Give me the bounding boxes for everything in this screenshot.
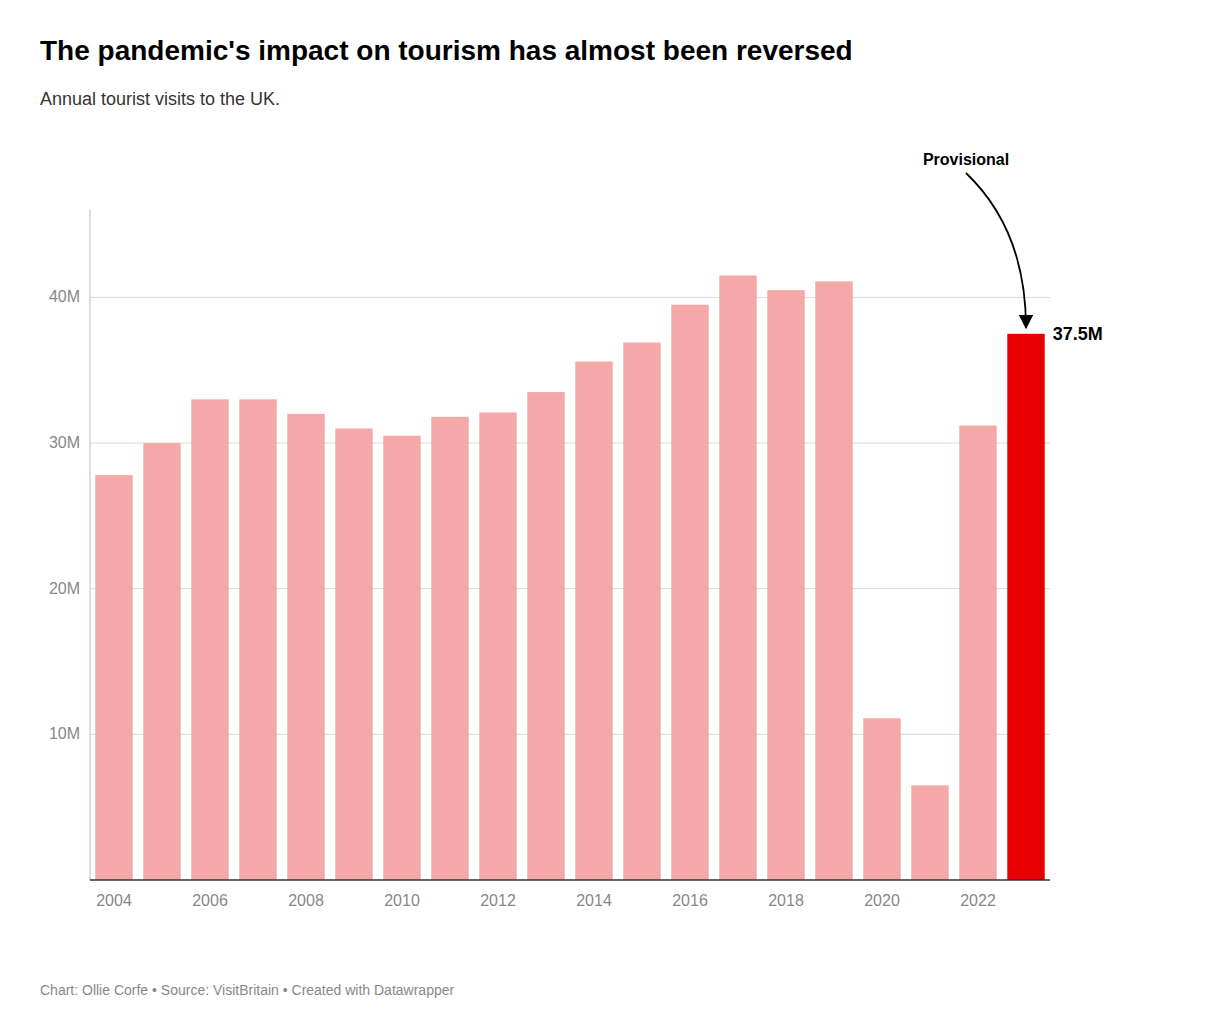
grid-line	[90, 734, 1050, 735]
x-tick-label: 2010	[384, 892, 420, 909]
bar	[143, 443, 180, 880]
bar	[911, 785, 948, 880]
value-annotation: 37.5M	[1053, 324, 1103, 344]
y-tick-label: 30M	[49, 434, 80, 451]
bar	[527, 392, 564, 880]
y-tick-label: 10M	[49, 725, 80, 742]
bar	[863, 718, 900, 880]
x-tick-label: 2022	[960, 892, 996, 909]
x-axis-line	[90, 879, 1050, 881]
x-tick-label: 2016	[672, 892, 708, 909]
x-tick-label: 2006	[192, 892, 228, 909]
bar	[623, 343, 660, 880]
y-tick-label: 20M	[49, 580, 80, 597]
bar	[575, 361, 612, 880]
bar	[335, 428, 372, 880]
y-axis-line	[90, 210, 91, 880]
footer: Chart: Ollie Corfe • Source: VisitBritai…	[40, 982, 454, 998]
bar	[191, 399, 228, 880]
x-tick-label: 2018	[768, 892, 804, 909]
bar	[1007, 334, 1044, 880]
grid-line	[90, 588, 1050, 589]
bar	[671, 305, 708, 880]
x-tick-label: 2008	[288, 892, 324, 909]
x-tick-label: 2014	[576, 892, 612, 909]
provisional-annotation: Provisional	[923, 151, 1009, 168]
y-tick-label: 40M	[49, 288, 80, 305]
bar	[431, 417, 468, 880]
annotation-arrow	[966, 173, 1026, 328]
grid-line	[90, 443, 1050, 444]
grid-line	[90, 297, 1050, 298]
subtitle: Annual tourist visits to the UK.	[40, 89, 280, 109]
chart-container: The pandemic's impact on tourism has alm…	[0, 0, 1220, 1019]
bar	[719, 276, 756, 880]
bar	[479, 412, 516, 880]
chart-svg: The pandemic's impact on tourism has alm…	[0, 0, 1220, 1019]
bar	[383, 436, 420, 880]
bars	[95, 276, 1044, 880]
bar	[767, 290, 804, 880]
x-tick-label: 2012	[480, 892, 516, 909]
x-tick-label: 2020	[864, 892, 900, 909]
bar	[815, 281, 852, 880]
bar	[959, 426, 996, 880]
bar	[287, 414, 324, 880]
title: The pandemic's impact on tourism has alm…	[40, 35, 853, 66]
x-tick-label: 2004	[96, 892, 132, 909]
grid	[90, 297, 1050, 734]
bar	[239, 399, 276, 880]
bar	[95, 475, 132, 880]
